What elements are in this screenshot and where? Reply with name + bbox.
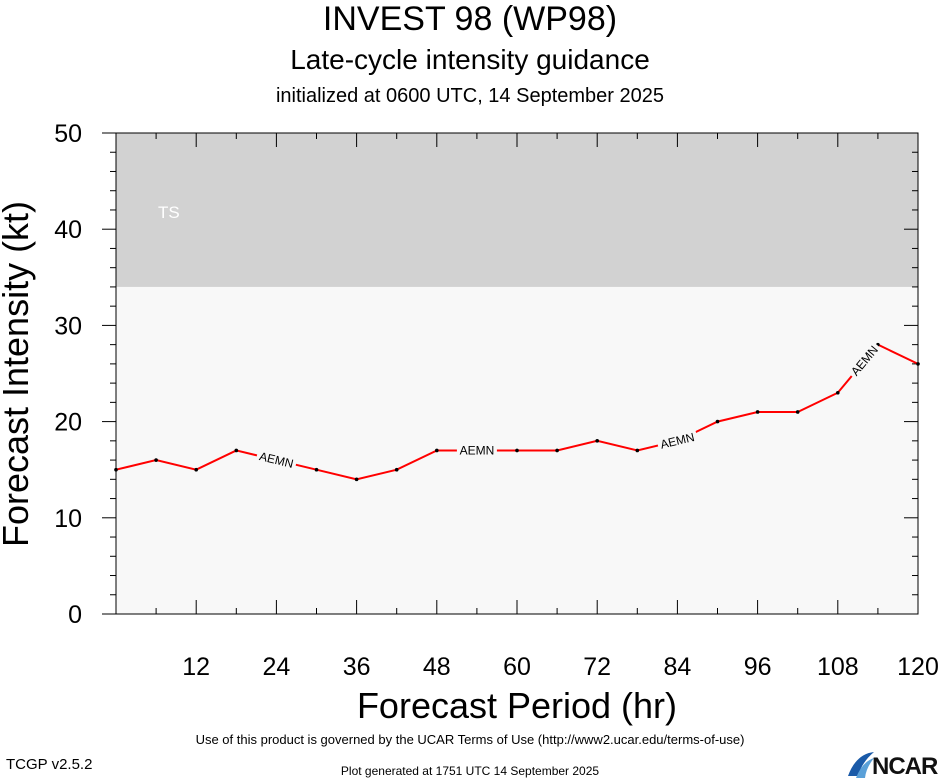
- ncar-logo-text: NCAR: [872, 753, 938, 780]
- data-point: [555, 448, 559, 453]
- data-point: [515, 448, 519, 453]
- data-point: [234, 448, 239, 453]
- x-tick-label: 60: [503, 653, 531, 681]
- data-point: [916, 362, 920, 366]
- x-tick-label: 120: [897, 653, 939, 681]
- series-label: AEMN: [460, 443, 495, 457]
- y-tick-label: 0: [68, 601, 82, 629]
- data-point: [314, 467, 319, 472]
- data-point: [114, 467, 118, 472]
- y-tick-label: 20: [54, 409, 82, 437]
- chart-subtitle: Late-cycle intensity guidance: [290, 44, 650, 75]
- data-point: [154, 458, 158, 462]
- x-tick-label: 48: [423, 653, 451, 681]
- ncar-logo: NCAR: [846, 750, 938, 780]
- chart-title: INVEST 98 (WP98): [322, 0, 618, 38]
- y-tick-label: 40: [54, 216, 82, 244]
- intensity-chart: TS 12 24 36 48 60 72 84 96 108 120 0 10 20 30 40 50 AEM…: [0, 120, 939, 726]
- data-point: [595, 439, 599, 443]
- series-label-bg: [255, 448, 298, 471]
- init-time: initialized at 0600 UTC, 14 September 20…: [275, 85, 664, 107]
- data-point: [194, 467, 198, 472]
- data-point: [755, 410, 760, 414]
- series-label-bg: [846, 340, 882, 380]
- version-label: TCGP v2.5.2: [6, 756, 93, 773]
- band-0: [116, 133, 918, 287]
- x-tick-label: 84: [663, 653, 691, 681]
- y-tick-label: 10: [54, 505, 82, 533]
- x-axis-label: Forecast Period (hr): [357, 685, 677, 726]
- data-point: [635, 448, 640, 453]
- y-axis-label: Forecast Intensity (kt): [0, 201, 36, 547]
- series-label-bg: [656, 429, 699, 452]
- x-tick-label: 108: [817, 653, 859, 681]
- x-tick-label: 72: [583, 653, 611, 681]
- data-point: [836, 390, 840, 395]
- x-tick-label: 96: [744, 653, 772, 681]
- data-point: [795, 410, 800, 414]
- terms-of-use: Use of this product is governed by the U…: [195, 732, 745, 747]
- y-tick-label: 30: [54, 312, 82, 340]
- x-tick-label: 24: [262, 653, 290, 681]
- data-point: [435, 448, 439, 453]
- generated-time: Plot generated at 1751 UTC 14 September …: [340, 764, 600, 778]
- y-tick-label: 50: [54, 120, 82, 148]
- data-point: [394, 467, 399, 472]
- x-tick-label: 12: [182, 653, 210, 681]
- data-point: [354, 477, 359, 482]
- x-tick-label: 36: [343, 653, 371, 681]
- series-label-bg: [456, 443, 497, 457]
- band-label-0: TS: [158, 203, 180, 222]
- ncar-logo-icon: [848, 752, 874, 778]
- data-point: [715, 419, 720, 424]
